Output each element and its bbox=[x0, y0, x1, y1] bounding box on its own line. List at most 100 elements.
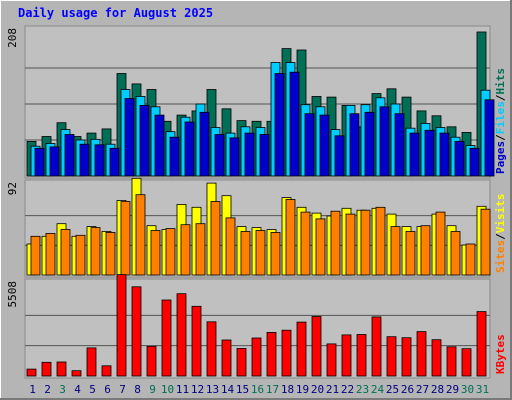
legend-files: Files bbox=[494, 101, 507, 134]
panel-max-label: 208 bbox=[6, 28, 19, 48]
day-label-12: 12 bbox=[191, 383, 204, 396]
bar-kbytes-day-6 bbox=[101, 365, 112, 377]
bar-sites-day-15 bbox=[240, 231, 251, 276]
bar-kbytes-day-8 bbox=[131, 286, 142, 377]
bar-sites-day-30 bbox=[465, 243, 476, 276]
panel-legend: KBytes bbox=[494, 334, 507, 374]
day-label-2: 2 bbox=[44, 383, 51, 396]
day-label-7: 7 bbox=[119, 383, 126, 396]
bar-pages-day-30 bbox=[469, 147, 480, 177]
day-label-24: 24 bbox=[371, 383, 385, 396]
bar-kbytes-day-22 bbox=[341, 334, 352, 377]
bar-sites-day-14 bbox=[225, 217, 236, 276]
bar-pages-day-15 bbox=[244, 132, 255, 177]
day-label-8: 8 bbox=[134, 383, 141, 396]
bar-sites-day-29 bbox=[450, 231, 461, 276]
bar-kbytes-day-28 bbox=[431, 339, 442, 377]
bar-pages-day-18 bbox=[289, 71, 300, 177]
legend-visits: Visits bbox=[494, 194, 507, 234]
bar-pages-day-4 bbox=[79, 143, 90, 177]
day-label-3: 3 bbox=[59, 383, 66, 396]
legend-kbytes: KBytes bbox=[494, 334, 507, 374]
bar-pages-day-14 bbox=[229, 137, 240, 177]
day-label-9: 9 bbox=[149, 383, 156, 396]
bar-pages-day-28 bbox=[439, 132, 450, 177]
bar-sites-day-22 bbox=[345, 213, 356, 276]
bar-kbytes-day-7 bbox=[116, 274, 127, 377]
bar-kbytes-day-4 bbox=[71, 370, 82, 377]
bar-kbytes-day-10 bbox=[161, 299, 172, 377]
bar-kbytes-day-11 bbox=[176, 293, 187, 377]
bar-kbytes-day-18 bbox=[281, 329, 292, 377]
bar-sites-day-19 bbox=[300, 211, 311, 276]
bar-pages-day-29 bbox=[454, 140, 465, 177]
bar-pages-day-23 bbox=[364, 111, 375, 177]
day-label-1: 1 bbox=[29, 383, 36, 396]
bar-pages-day-11 bbox=[184, 121, 195, 177]
day-label-23: 23 bbox=[356, 383, 369, 396]
bar-pages-day-10 bbox=[169, 136, 180, 177]
day-label-4: 4 bbox=[74, 383, 81, 396]
bar-pages-day-24 bbox=[379, 106, 390, 177]
bar-pages-day-17 bbox=[274, 73, 285, 177]
day-label-17: 17 bbox=[266, 383, 279, 396]
bar-sites-day-12 bbox=[195, 223, 206, 276]
chart-panels: 208 92 5508 bbox=[6, 25, 495, 379]
bar-kbytes-day-25 bbox=[386, 336, 397, 377]
legend-separator: / bbox=[494, 134, 507, 141]
bar-sites-day-1 bbox=[30, 235, 41, 276]
bar-kbytes-day-21 bbox=[326, 343, 337, 377]
bar-sites-day-20 bbox=[315, 218, 326, 276]
day-label-22: 22 bbox=[341, 383, 354, 396]
bar-pages-day-9 bbox=[154, 114, 165, 177]
day-label-11: 11 bbox=[176, 383, 189, 396]
bar-sites-day-3 bbox=[60, 229, 71, 276]
bar-sites-day-13 bbox=[210, 201, 221, 276]
legend-separator: / bbox=[494, 94, 507, 101]
legend-hits: Hits bbox=[494, 68, 507, 95]
bar-kbytes-day-20 bbox=[311, 316, 322, 377]
bar-pages-day-6 bbox=[109, 147, 120, 177]
day-label-16: 16 bbox=[251, 383, 264, 396]
bar-sites-day-5 bbox=[90, 227, 101, 276]
panel-legend: Pages/Files/Hits bbox=[494, 68, 507, 174]
bar-pages-day-20 bbox=[319, 114, 330, 177]
bar-kbytes-day-24 bbox=[371, 316, 382, 377]
bar-kbytes-day-2 bbox=[41, 361, 52, 377]
bar-sites-day-7 bbox=[120, 201, 131, 276]
bar-sites-day-21 bbox=[330, 210, 341, 276]
day-label-26: 26 bbox=[401, 383, 414, 396]
bar-pages-day-19 bbox=[304, 113, 315, 177]
day-label-28: 28 bbox=[431, 383, 444, 396]
panel-legend: Sites/Visits bbox=[494, 194, 507, 274]
bar-sites-day-8 bbox=[135, 194, 146, 276]
bar-pages-day-27 bbox=[424, 129, 435, 177]
bar-pages-day-2 bbox=[49, 146, 60, 177]
bar-sites-day-11 bbox=[180, 224, 191, 276]
day-label-10: 10 bbox=[161, 383, 174, 396]
bar-sites-day-28 bbox=[435, 211, 446, 276]
day-label-20: 20 bbox=[311, 383, 324, 396]
bar-kbytes-day-5 bbox=[86, 347, 97, 377]
bar-pages-day-3 bbox=[64, 134, 75, 177]
day-label-15: 15 bbox=[236, 383, 249, 396]
panel-middle: 92 bbox=[6, 177, 491, 278]
bar-sites-day-23 bbox=[360, 209, 371, 276]
bar-kbytes-day-14 bbox=[221, 339, 232, 377]
day-label-5: 5 bbox=[89, 383, 96, 396]
day-label-25: 25 bbox=[386, 383, 399, 396]
bar-pages-day-21 bbox=[334, 135, 345, 177]
day-label-13: 13 bbox=[206, 383, 219, 396]
bar-sites-day-27 bbox=[420, 225, 431, 276]
bar-kbytes-day-29 bbox=[446, 346, 457, 377]
panel-max-label: 5508 bbox=[6, 281, 19, 308]
bar-pages-day-22 bbox=[349, 113, 360, 177]
bar-sites-day-17 bbox=[270, 231, 281, 276]
bar-sites-day-9 bbox=[150, 230, 161, 276]
bar-kbytes-day-1 bbox=[26, 368, 37, 377]
bar-kbytes-day-13 bbox=[206, 321, 217, 377]
bar-kbytes-day-26 bbox=[401, 337, 412, 377]
bar-kbytes-day-17 bbox=[266, 331, 277, 377]
